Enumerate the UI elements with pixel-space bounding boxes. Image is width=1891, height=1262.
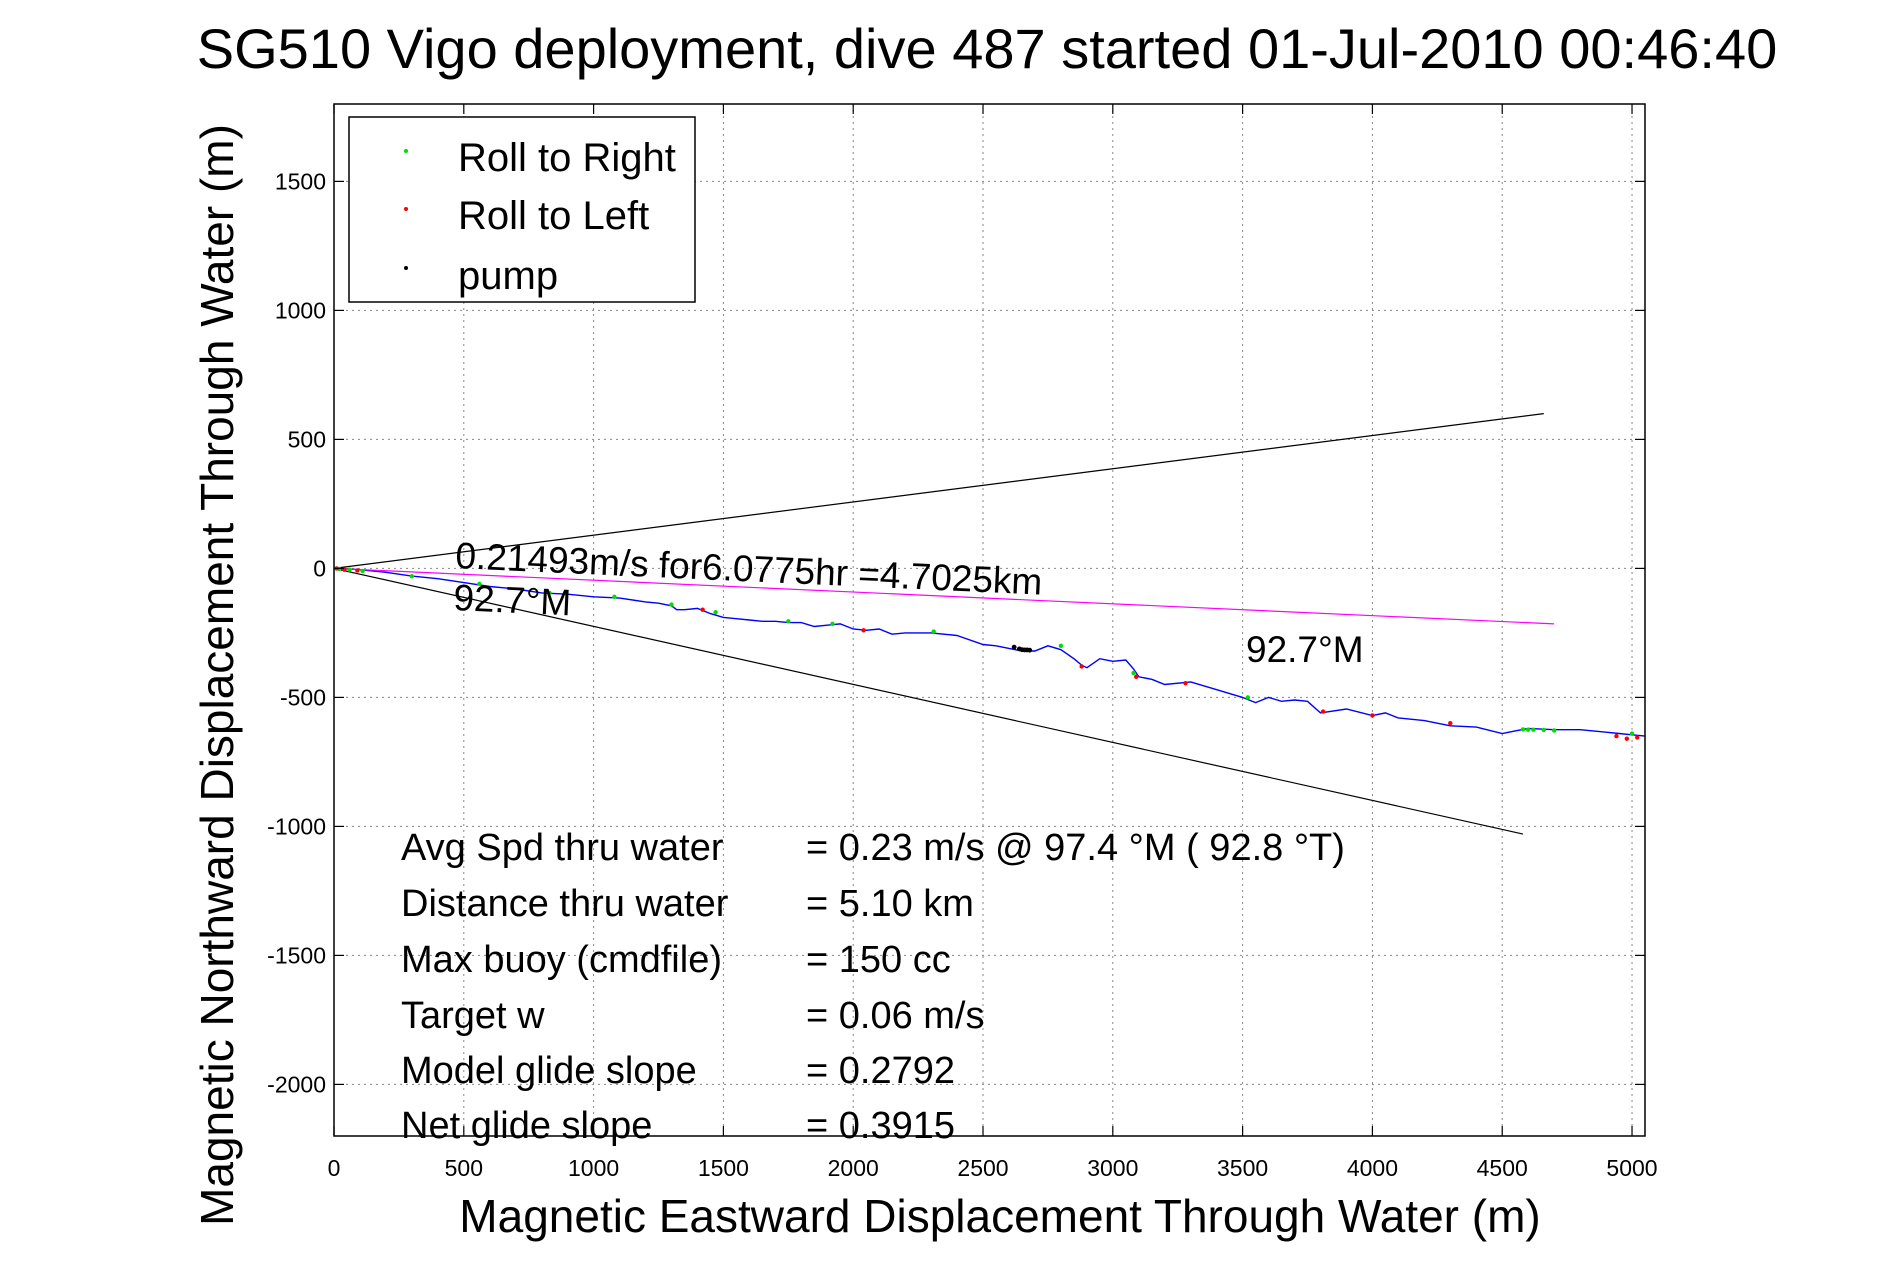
stat-label: Model glide slope	[401, 1050, 697, 1092]
roll-right-point	[347, 567, 352, 572]
stats-block: Avg Spd thru water = 0.23 m/s @ 97.4 °M …	[401, 827, 1345, 1147]
stat-value: = 150 cc	[806, 939, 951, 981]
roll-left-point	[355, 568, 360, 573]
roll-left-point	[1079, 664, 1084, 669]
roll-left-point	[1624, 736, 1630, 741]
x-tick-label: 2000	[828, 1155, 879, 1181]
x-tick-label: 2500	[957, 1155, 1008, 1181]
x-tick-label: 3000	[1087, 1155, 1138, 1181]
stat-value: = 0.23 m/s @ 97.4 °M ( 92.8 °T)	[806, 827, 1345, 869]
roll-left-point	[1448, 721, 1453, 726]
x-tick-label: 0	[328, 1155, 341, 1181]
roll-right-point	[409, 573, 415, 579]
roll-right-point	[1525, 727, 1531, 732]
roll-left-point	[1133, 674, 1139, 679]
x-tick-label: 1000	[568, 1155, 619, 1181]
y-tick-label: 1500	[275, 168, 326, 194]
stat-value: = 0.3915	[806, 1105, 955, 1147]
x-tick-label: 1500	[698, 1155, 749, 1181]
roll-right-point	[786, 619, 791, 624]
roll-right-point	[1131, 670, 1136, 676]
ticks: 0 500 1000 1500 2000 2500 3000 3500 4000 4500 5000…	[267, 104, 1658, 1181]
roll-left-point	[1614, 733, 1619, 739]
stat-label: Target w	[401, 995, 545, 1037]
markers	[334, 566, 1640, 741]
x-tick-label: 3500	[1217, 1155, 1268, 1181]
cone-line-upper	[333, 413, 1544, 569]
y-tick-label: -2000	[267, 1071, 326, 1097]
cone-line-lower	[333, 567, 1524, 835]
roll-left-point	[861, 628, 866, 633]
stat-value: = 0.2792	[806, 1050, 955, 1092]
pump-point	[1027, 647, 1033, 653]
glider-track-line	[333, 567, 1646, 737]
roll-right-point	[1058, 643, 1064, 648]
roll-right-point	[547, 590, 552, 596]
x-tick-label: 500	[445, 1155, 483, 1181]
roll-right-point	[1629, 731, 1635, 736]
roll-left-point	[1183, 681, 1188, 686]
y-tick-label: -1500	[267, 942, 326, 968]
roll-right-point	[1541, 727, 1546, 733]
legend-marker-pump	[404, 266, 408, 270]
roll-right-point	[1245, 695, 1251, 700]
stat-value: = 0.06 m/s	[806, 995, 984, 1037]
y-tick-label: 1000	[275, 297, 326, 323]
stat-label: Distance thru water	[401, 883, 729, 925]
legend-label-roll-left: Roll to Left	[458, 194, 649, 238]
roll-right-point	[1520, 727, 1526, 732]
stat-label: Max buoy (cmdfile)	[401, 939, 722, 981]
stat-label: Avg Spd thru water	[401, 827, 724, 869]
legend-marker-roll-left	[404, 207, 408, 211]
roll-left-point	[1635, 735, 1640, 740]
x-axis-label: Magnetic Eastward Displacement Through W…	[459, 1190, 1540, 1242]
roll-right-point	[1551, 728, 1557, 733]
chart-title: SG510 Vigo deployment, dive 487 started …	[197, 17, 1778, 80]
roll-right-point	[830, 621, 835, 627]
roll-left-point	[1370, 713, 1375, 718]
roll-right-point	[713, 610, 718, 615]
roll-right-point	[612, 594, 617, 599]
plot-area	[333, 413, 1646, 835]
y-tick-label: 500	[288, 426, 326, 452]
roll-left-point	[1320, 709, 1326, 714]
legend: Roll to Right Roll to Left pump	[348, 116, 696, 303]
y-tick-label: -500	[280, 684, 326, 710]
legend-marker-roll-right	[404, 149, 408, 153]
roll-right-point	[931, 629, 936, 634]
x-tick-label: 4500	[1477, 1155, 1528, 1181]
roll-right-point	[477, 581, 482, 587]
roll-right-point	[360, 568, 365, 574]
stat-value: = 5.10 km	[806, 883, 974, 925]
heading-annotation-upper: 92.7°M	[453, 577, 572, 623]
x-tick-label: 5000	[1606, 1155, 1657, 1181]
pump-point	[1011, 644, 1017, 650]
roll-right-point	[1531, 727, 1536, 732]
grid	[333, 104, 1645, 1136]
heading-line	[333, 567, 1555, 625]
y-axis-label: Magnetic Northward Displacement Through …	[191, 124, 243, 1226]
x-tick-label: 4000	[1347, 1155, 1398, 1181]
heading-annotation-right: 92.7°M	[1246, 629, 1364, 670]
y-tick-label: 0	[313, 555, 326, 581]
legend-label-roll-right: Roll to Right	[458, 136, 676, 180]
stat-label: Net glide slope	[401, 1105, 652, 1147]
legend-label-pump: pump	[458, 254, 558, 298]
roll-left-point	[700, 607, 705, 612]
y-tick-label: -1000	[267, 813, 326, 839]
plot-frame	[333, 103, 1646, 1137]
roll-right-point	[669, 602, 674, 607]
